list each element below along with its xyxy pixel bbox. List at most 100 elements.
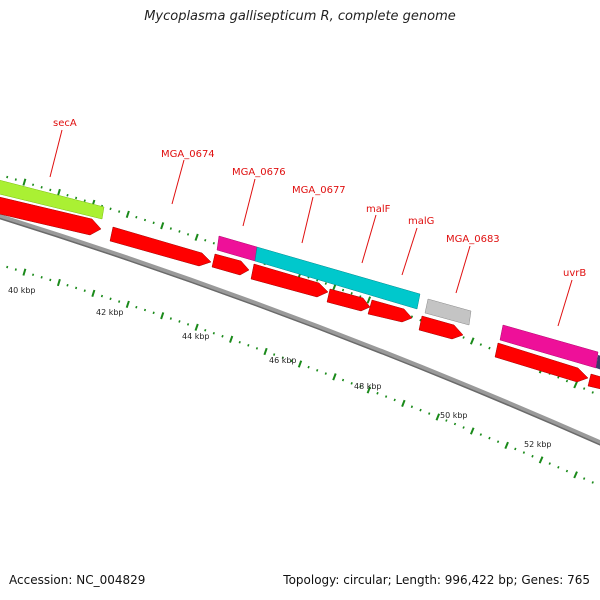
minor-tick (49, 278, 52, 282)
minor-tick (565, 469, 569, 473)
leader-malF (361, 214, 377, 264)
major-tick (194, 323, 199, 331)
minor-tick (118, 210, 121, 213)
scale-labels: 40 kbp 42 kbp 44 kbp 46 kbp 48 kbp 50 kb… (8, 286, 552, 449)
inner-scale-ring (6, 265, 594, 484)
minor-tick (557, 465, 560, 469)
cds-arrow[interactable] (0, 196, 102, 236)
minor-tick (49, 188, 52, 192)
cds-arrow[interactable] (367, 299, 413, 323)
major-tick (160, 222, 165, 230)
minor-tick (66, 193, 69, 197)
minor-tick (152, 311, 155, 315)
minor-tick (169, 317, 172, 320)
minor-tick (6, 175, 9, 179)
minor-tick (118, 300, 121, 303)
feature-secA[interactable] (0, 179, 105, 220)
minor-tick (522, 451, 526, 454)
minor-tick (247, 344, 250, 347)
minor-tick (341, 378, 345, 382)
minor-tick (316, 369, 319, 372)
minor-tick (428, 412, 431, 415)
upper-feature-track (0, 179, 600, 371)
gene-label-secA[interactable]: secA (53, 118, 77, 129)
map-title: Mycoplasma gallisepticum R, complete gen… (144, 9, 456, 24)
leader-secA (49, 129, 63, 178)
gene-label-mga0677[interactable]: MGA_0677 (292, 185, 346, 196)
minor-tick (488, 436, 491, 440)
feature-maltose-operon[interactable] (254, 246, 421, 310)
minor-tick (255, 347, 259, 350)
cds-arrow[interactable] (587, 373, 600, 390)
major-tick (91, 289, 96, 297)
gene-label-uvrB[interactable]: uvrB (563, 268, 586, 279)
genome-summary-text: Topology: circular; Length: 996,422 bp; … (283, 573, 590, 587)
leader-mga0683 (455, 245, 471, 294)
minor-tick (307, 365, 310, 369)
minor-tick (186, 323, 190, 326)
minor-tick (212, 241, 215, 245)
cds-arrow[interactable] (418, 315, 464, 340)
minor-tick (83, 199, 86, 202)
leader-uvrB (557, 279, 573, 327)
feature-next-gene[interactable] (596, 355, 600, 371)
major-tick (22, 268, 27, 276)
minor-tick (341, 288, 345, 292)
major-tick (435, 413, 441, 421)
minor-tick (31, 183, 35, 187)
gene-labels: secA MGA_0674 MGA_0676 MGA_0677 malF mal… (53, 118, 586, 279)
major-tick (504, 441, 509, 449)
leader-mga0677 (301, 196, 314, 244)
scale-label-48kbp: 48 kbp (354, 382, 382, 391)
major-tick (125, 210, 130, 219)
major-tick (160, 312, 165, 320)
minor-tick (350, 382, 353, 385)
minor-tick (582, 477, 586, 480)
major-tick (469, 337, 475, 345)
minor-tick (324, 372, 327, 375)
scale-label-42kbp: 42 kbp (96, 308, 124, 317)
minor-tick (591, 481, 594, 484)
minor-tick (143, 308, 147, 312)
scale-label-50kbp: 50 kbp (440, 411, 468, 420)
minor-tick (186, 233, 190, 236)
minor-tick (273, 353, 276, 356)
minor-tick (178, 230, 181, 233)
minor-tick (109, 297, 112, 301)
cds-arrow[interactable] (326, 288, 371, 312)
minor-tick (384, 395, 388, 398)
gene-label-malF[interactable]: malF (366, 204, 391, 215)
feature-mga0683[interactable] (424, 298, 472, 326)
major-tick (56, 188, 61, 197)
minor-tick (488, 346, 491, 350)
minor-tick (204, 328, 207, 332)
major-tick (401, 399, 406, 407)
minor-tick (290, 359, 293, 363)
minor-tick (40, 186, 43, 189)
scale-label-40kbp: 40 kbp (8, 286, 36, 295)
minor-tick (376, 391, 379, 395)
gene-label-mga0683[interactable]: MGA_0683 (446, 234, 500, 245)
genome-backbone-shadow (0, 217, 600, 446)
cds-arrow[interactable] (250, 263, 329, 298)
minor-tick (531, 454, 534, 458)
minor-tick (6, 265, 9, 269)
minor-tick (40, 276, 43, 279)
minor-tick (445, 419, 448, 422)
minor-tick (75, 286, 78, 290)
minor-tick (169, 227, 172, 230)
minor-tick (143, 218, 147, 222)
cds-arrow[interactable] (109, 226, 212, 267)
minor-tick (410, 405, 414, 409)
minor-tick (100, 294, 104, 298)
cds-arrow[interactable] (494, 342, 589, 383)
gene-label-mga0674[interactable]: MGA_0674 (161, 149, 215, 160)
minor-tick (238, 340, 241, 344)
gene-label-malG[interactable]: malG (408, 216, 434, 227)
gene-label-mga0676[interactable]: MGA_0676 (232, 167, 286, 178)
minor-tick (178, 320, 181, 323)
major-tick (573, 381, 578, 389)
cds-arrow[interactable] (211, 253, 250, 276)
scale-label-44kbp: 44 kbp (182, 332, 210, 341)
